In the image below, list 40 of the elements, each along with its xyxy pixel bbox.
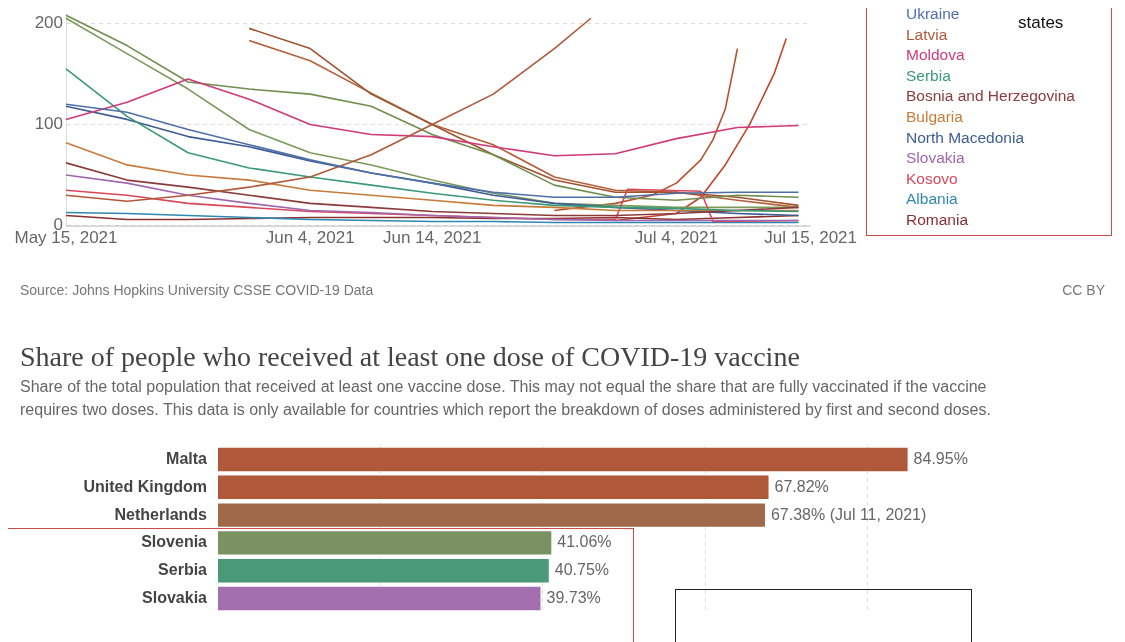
y-tick-label: Netherlands xyxy=(114,505,208,523)
x-tick-label: Jul 4, 2021 xyxy=(634,228,718,248)
bar xyxy=(218,531,552,555)
y-tick-label: 200 xyxy=(34,13,63,32)
y-tick-label: Serbia xyxy=(158,561,208,579)
text: Latvia xyxy=(906,25,948,43)
y-tick-label: United Kingdom xyxy=(83,477,207,495)
text: Serbia xyxy=(906,65,952,86)
text: Moldova xyxy=(906,45,966,66)
text: Romania xyxy=(906,209,970,230)
chart-title: Share of people who received at least one dose of COVID-19 vaccine xyxy=(20,341,801,373)
y-tick-label: Slovenia xyxy=(141,533,208,551)
data-label: 84.95% xyxy=(913,449,968,467)
text: CC BY xyxy=(1062,282,1105,298)
text: Albania xyxy=(906,189,959,210)
data-label: 41.06% xyxy=(557,533,612,551)
chart-subtitle: Share of the total population that received at least one vaccine dose. This may not equal the share that are fully vaccinated if the vaccine requires two doses. This data is only available for countries which report the breakdown of doses administered by first and second doses. xyxy=(20,377,992,420)
data-label: 39.73% xyxy=(546,588,601,606)
y-tick-label: Slovakia xyxy=(142,588,208,606)
bar xyxy=(218,447,908,472)
x-tick-label: Jun 4, 2021 xyxy=(265,228,355,248)
data-label: 67.38% (Jul 11, 2021) xyxy=(770,505,927,523)
bar xyxy=(218,559,549,583)
data-label: 67.82% xyxy=(774,477,829,495)
x-tick-label: Jun 14, 2021 xyxy=(383,228,482,248)
text: states xyxy=(1018,13,1064,33)
data-label: 40.75% xyxy=(554,561,610,579)
y-tick-label: Malta xyxy=(166,449,208,467)
bar xyxy=(218,586,541,611)
bar xyxy=(218,503,765,527)
x-tick-label: Jul 15, 2021 xyxy=(764,228,858,248)
text: Bosnia and Herzegovina xyxy=(906,86,1075,107)
source-note: Source: Johns Hopkins University CSSE COVID-19 Data xyxy=(20,282,374,298)
y-tick-label: 100 xyxy=(34,114,63,134)
text: Slovakia xyxy=(906,148,966,169)
text: Kosovo xyxy=(906,168,959,189)
bar xyxy=(218,475,769,499)
text: North Macedonia xyxy=(906,127,1026,148)
text: Ukraine xyxy=(906,7,960,22)
text: Bulgaria xyxy=(906,106,964,127)
